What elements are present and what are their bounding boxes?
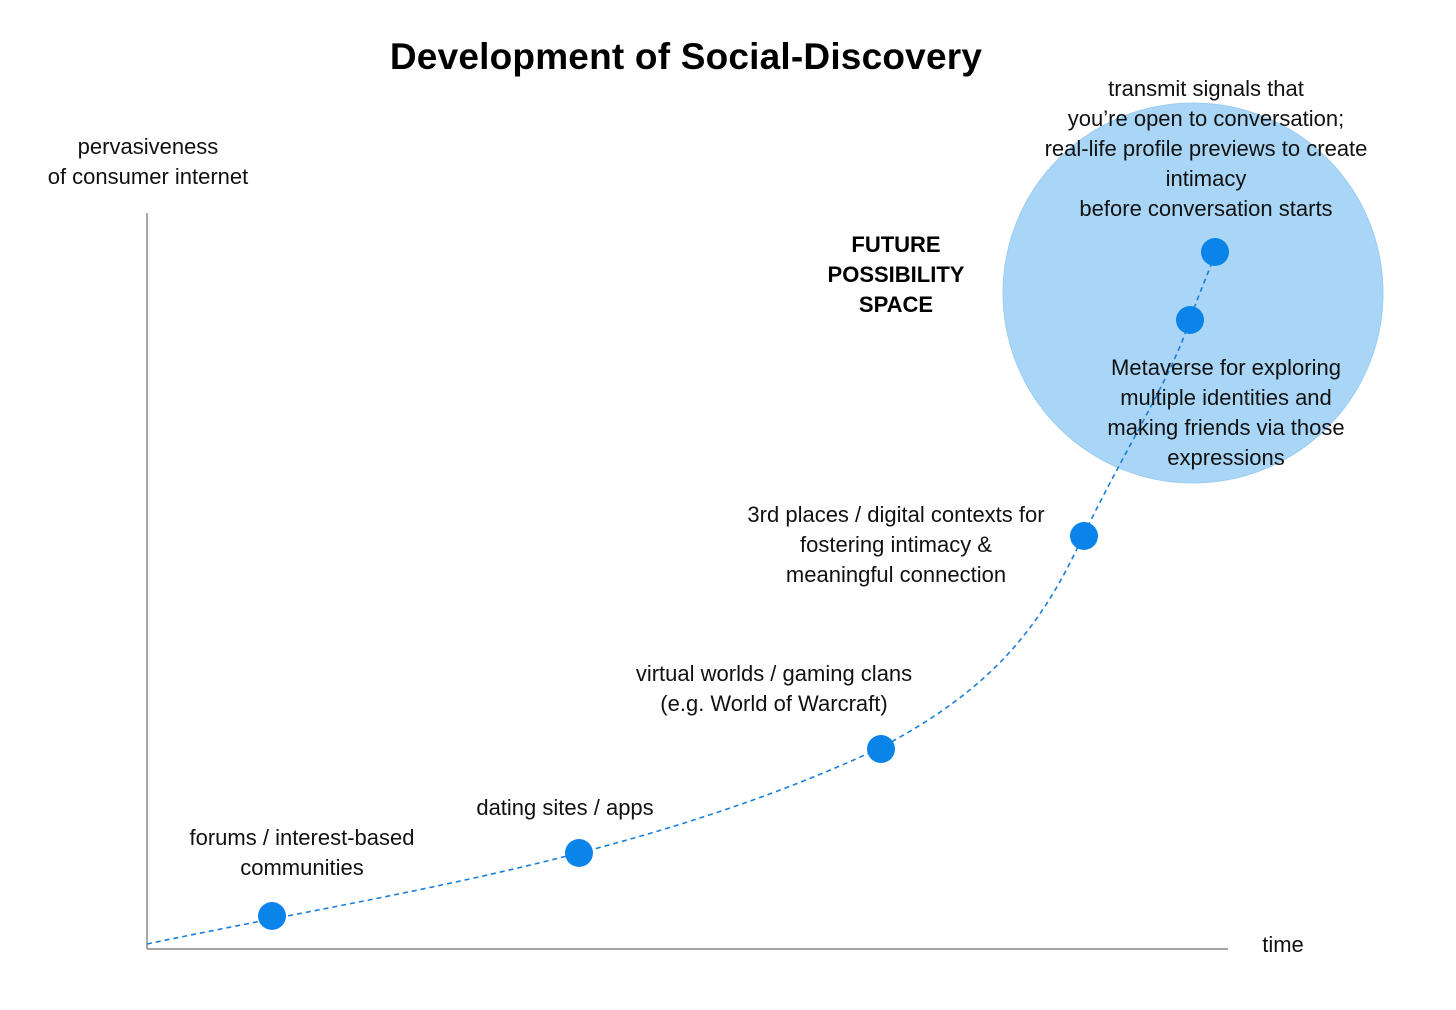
milestone-dot-metaverse [1176,306,1204,334]
milestone-dot-third-places [1070,522,1098,550]
y-axis-label: pervasiveness of consumer internet [47,134,249,189]
milestone-label-forums: forums / interest-based communities [189,825,415,880]
milestone-label-dating: dating sites / apps [476,795,654,820]
diagram-title: Development of Social-Discovery [389,36,983,77]
milestone-label-virtual-worlds: virtual worlds / gaming clans (e.g. Worl… [635,661,913,716]
milestone-dot-signals [1201,238,1229,266]
milestone-dot-forums [258,902,286,930]
future-possibility-circle [1002,102,1384,484]
milestone-dot-virtual-worlds [867,735,895,763]
future-possibility-space-label: FUTURE POSSIBILITY SPACE [827,232,965,317]
x-axis-label: time [1262,932,1304,957]
milestone-label-signals: transmit signals that you’re open to con… [1044,76,1368,221]
milestone-dot-dating [565,839,593,867]
milestone-label-metaverse: Metaverse for exploring multiple identit… [1107,355,1345,470]
milestone-label-third-places: 3rd places / digital contexts for foster… [747,502,1045,587]
